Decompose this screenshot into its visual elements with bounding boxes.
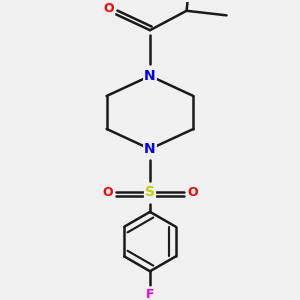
Text: O: O — [102, 186, 113, 199]
Text: S: S — [145, 185, 155, 200]
Text: F: F — [146, 288, 154, 300]
Text: O: O — [103, 2, 114, 15]
Text: N: N — [144, 142, 156, 156]
Text: N: N — [144, 69, 156, 83]
Text: O: O — [187, 186, 198, 199]
